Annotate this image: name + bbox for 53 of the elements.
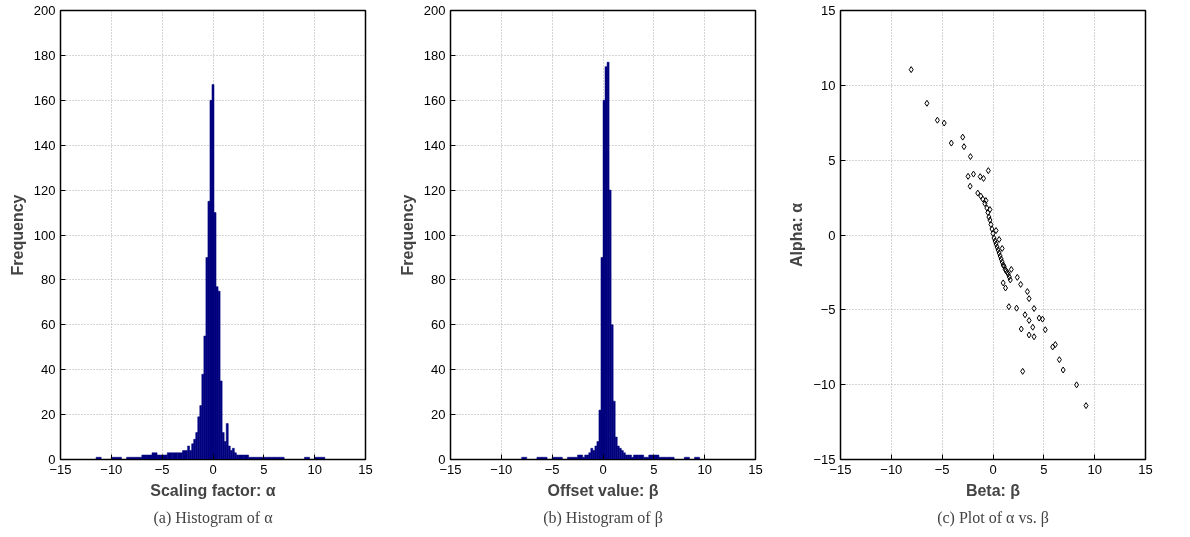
x-tick-label: 5 [1040,461,1048,477]
y-tick-label: 180 [423,47,446,63]
x-tick-label: −10 [100,461,123,477]
y-tick-label: 140 [423,137,446,153]
y-tick-label: 180 [33,47,56,63]
x-axis-title: Scaling factor: α [150,481,276,499]
y-tick-label: 160 [33,92,56,108]
y-tick-label: 100 [423,227,446,243]
x-tick-label: 10 [307,461,322,477]
x-tick-label: 5 [650,461,658,477]
y-tick-label: 100 [33,227,56,243]
y-tick-label: 80 [431,272,446,288]
y-axis-title: Alpha: α [788,202,806,268]
y-tick-label: 140 [33,137,56,153]
y-tick-label: 0 [828,227,836,243]
y-tick-label: 200 [33,3,56,18]
x-tick-label: 15 [1138,461,1153,477]
x-tick-label: −5 [154,461,170,477]
y-tick-label: 120 [33,182,56,198]
y-tick-label: 10 [821,77,836,93]
y-axis-title: Frequency [8,194,26,276]
x-tick-label: 0 [209,461,217,477]
y-tick-label: 200 [423,3,446,18]
y-tick-label: 120 [423,182,446,198]
y-tick-label: 60 [431,317,446,333]
x-tick-label: −10 [490,461,513,477]
y-tick-label: 20 [41,407,56,423]
y-tick-label: 40 [41,362,56,378]
x-tick-label: 10 [1087,461,1102,477]
x-tick-label: −5 [544,461,560,477]
y-tick-label: 20 [431,407,446,423]
x-tick-label: 0 [989,461,997,477]
y-tick-label: −5 [820,302,836,318]
x-axis-title: Beta: β [965,481,1021,499]
y-tick-label: 15 [821,3,836,18]
x-tick-label: −10 [880,461,903,477]
x-axis-title: Offset value: β [547,481,659,499]
y-tick-label: 40 [431,362,446,378]
text: (a) Histogram of α [153,508,274,527]
x-tick-label: 5 [260,461,268,477]
x-tick-label: 0 [599,461,607,477]
x-tick-label: −5 [934,461,950,477]
x-tick-label: 15 [748,461,763,477]
y-tick-label: −10 [813,377,836,393]
text: (c) Plot of α vs. β [937,508,1049,527]
x-tick-label: 15 [358,461,373,477]
y-tick-label: 80 [41,272,56,288]
x-tick-label: 10 [697,461,712,477]
y-axis-title: Frequency [398,194,416,276]
y-tick-label: 160 [423,92,446,108]
y-tick-label: 5 [828,152,836,168]
text: (b) Histogram of β [543,508,663,527]
y-tick-label: 60 [41,317,56,333]
